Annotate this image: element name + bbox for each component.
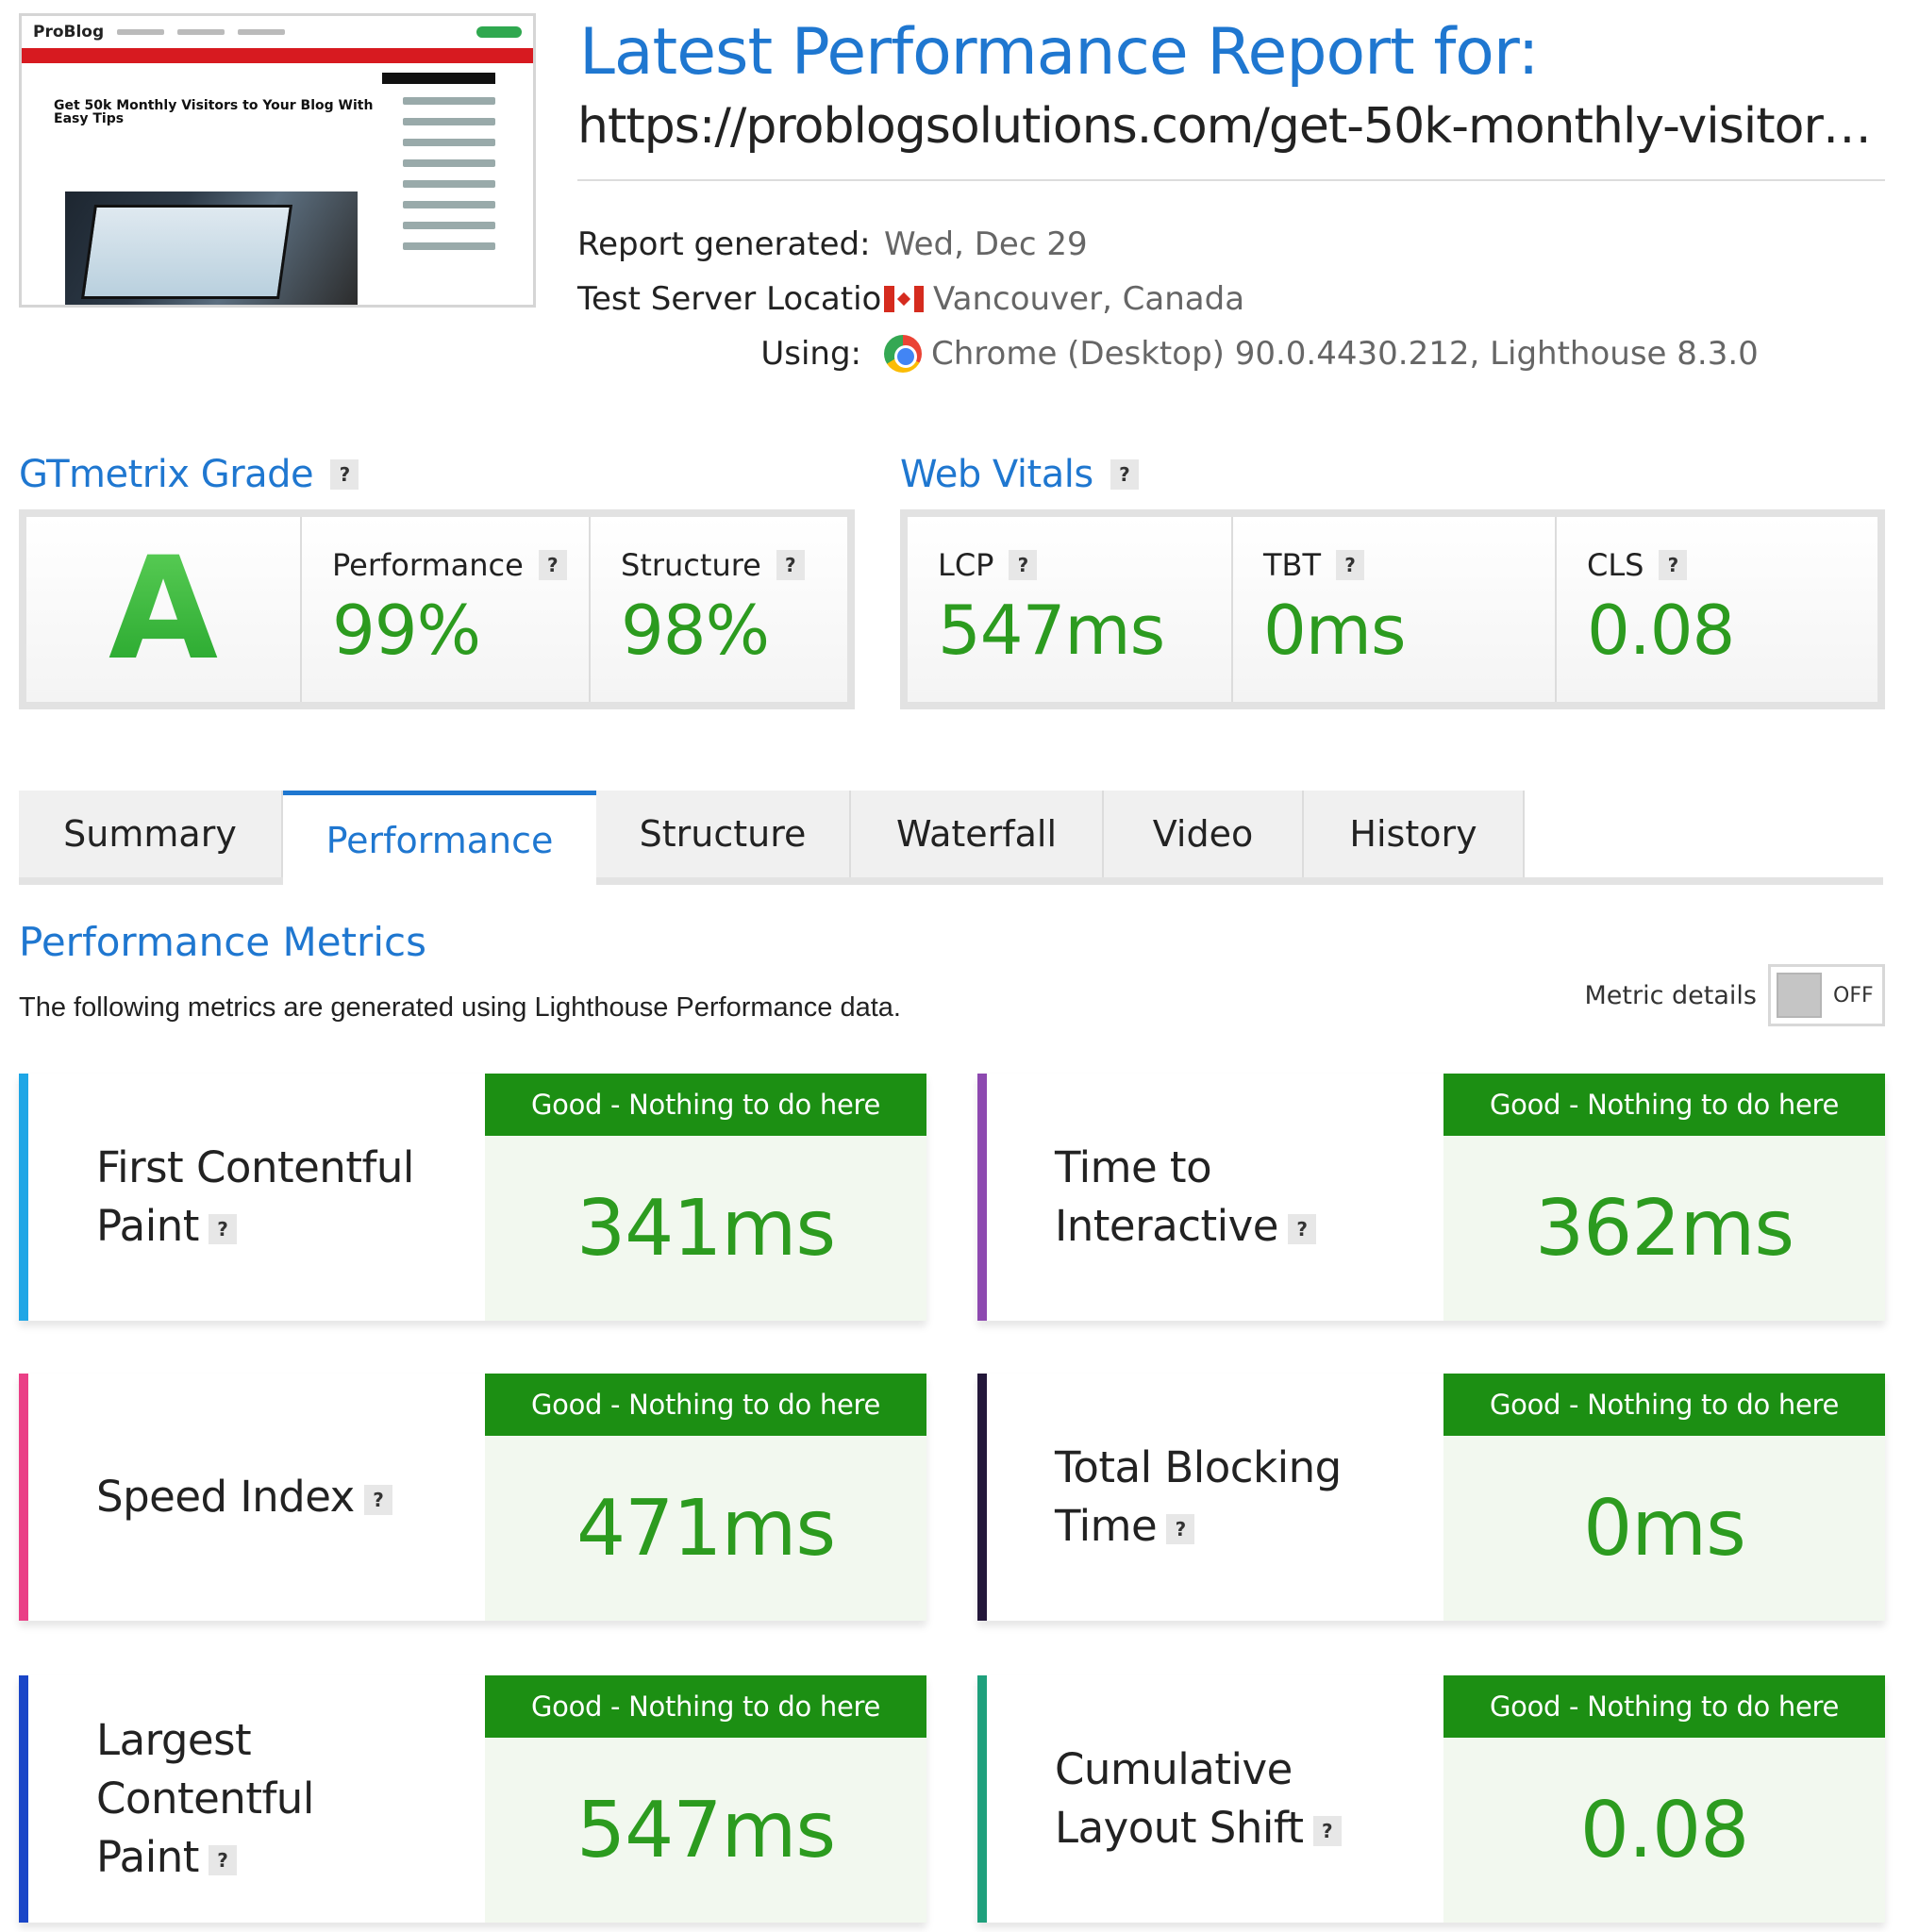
metric-color-stripe: [977, 1675, 987, 1923]
metric-name: First Contentful Paint?: [96, 1142, 414, 1251]
performance-score-value: 99%: [332, 591, 481, 670]
metric-card-cls: Cumulative Layout Shift? Good - Nothing t…: [977, 1675, 1885, 1923]
metric-value: 0.08: [1579, 1785, 1750, 1875]
canada-flag-icon: [884, 286, 924, 312]
chrome-icon: [884, 335, 922, 373]
metric-card-tti: Time to Interactive? Good - Nothing to do…: [977, 1074, 1885, 1321]
report-generated-label: Report generated:: [577, 225, 871, 263]
thumbnail-logo: ProBlog: [33, 23, 105, 42]
help-icon[interactable]: ?: [208, 1845, 237, 1875]
help-icon[interactable]: ?: [1336, 550, 1365, 580]
help-icon[interactable]: ?: [1287, 1214, 1316, 1244]
metric-value: 471ms: [576, 1483, 836, 1574]
cls-label: CLS: [1587, 547, 1644, 583]
metric-value: 0ms: [1583, 1483, 1746, 1574]
metric-value: 341ms: [576, 1183, 836, 1274]
web-vitals-heading: Web Vitals ?: [900, 453, 1139, 496]
help-icon[interactable]: ?: [1009, 550, 1038, 580]
metric-color-stripe: [977, 1074, 987, 1321]
metric-card-tbt: Total Blocking Time? Good - Nothing to do…: [977, 1374, 1885, 1621]
grade-cell: A: [26, 517, 300, 702]
divider: [577, 179, 1885, 181]
status-badge: Good - Nothing to do here: [1443, 1074, 1885, 1136]
performance-score-cell: Performance? 99%: [300, 517, 589, 702]
help-icon[interactable]: ?: [1166, 1514, 1195, 1544]
web-vitals-box: LCP? 547ms TBT? 0ms CLS? 0.08: [900, 509, 1885, 709]
server-location-label: Test Server Location:: [577, 280, 913, 318]
tab-structure[interactable]: Structure: [596, 791, 851, 877]
lcp-value: 547ms: [938, 591, 1165, 670]
page-screenshot-thumbnail[interactable]: ProBlog Get 50k Monthly Visitors to Your…: [19, 13, 536, 308]
gtmetrix-grade-heading: GTmetrix Grade ?: [19, 453, 359, 496]
tab-video[interactable]: Video: [1104, 791, 1304, 877]
tab-summary[interactable]: Summary: [19, 791, 283, 877]
performance-metrics-title: Performance Metrics: [19, 919, 426, 965]
status-badge: Good - Nothing to do here: [485, 1675, 926, 1738]
tab-waterfall[interactable]: Waterfall: [851, 791, 1104, 877]
metric-details-control: Metric details OFF: [1585, 964, 1885, 1026]
metric-card-speed-index: Speed Index? Good - Nothing to do here 4…: [19, 1374, 926, 1621]
tbt-value: 0ms: [1263, 591, 1406, 670]
metric-name: Largest Contentful Paint?: [96, 1715, 314, 1882]
server-location-row: Test Server Location: Vancouver, Canada: [577, 275, 1898, 323]
status-badge: Good - Nothing to do here: [1443, 1675, 1885, 1738]
metric-name: Cumulative Layout Shift?: [1055, 1675, 1432, 1923]
toggle-knob: [1777, 973, 1822, 1018]
tab-history[interactable]: History: [1304, 791, 1525, 877]
thumbnail-nav: [22, 48, 533, 63]
metric-value: 547ms: [576, 1785, 836, 1875]
gtmetrix-grade-box: A Performance? 99% Structure? 98%: [19, 509, 855, 709]
metric-color-stripe: [19, 1074, 28, 1321]
help-icon[interactable]: ?: [1659, 550, 1688, 580]
lcp-label: LCP: [938, 547, 994, 583]
thumbnail-sidebar: [382, 73, 495, 250]
report-generated-row: Report generated: Wed, Dec 29: [577, 221, 1898, 268]
cls-cell: CLS? 0.08: [1555, 517, 1877, 702]
metric-name: Speed Index?: [96, 1374, 474, 1621]
using-label: Using:: [760, 335, 861, 373]
grade-letter: A: [108, 527, 219, 691]
structure-score-value: 98%: [621, 591, 770, 670]
help-icon[interactable]: ?: [330, 459, 359, 490]
using-row: Using: Chrome (Desktop) 90.0.4430.212, L…: [577, 330, 1898, 377]
report-url[interactable]: https://problogsolutions.com/get-50k-mon…: [577, 98, 1889, 155]
report-generated-value: Wed, Dec 29: [884, 225, 1088, 263]
metric-name: Time to Interactive?: [1055, 1074, 1432, 1321]
help-icon[interactable]: ?: [538, 550, 567, 580]
status-badge: Good - Nothing to do here: [485, 1374, 926, 1436]
help-icon[interactable]: ?: [776, 550, 805, 580]
cls-value: 0.08: [1587, 591, 1735, 670]
thumbnail-topbar: ProBlog: [22, 16, 533, 48]
metric-name: Total Blocking Time?: [1055, 1442, 1342, 1551]
tab-performance[interactable]: Performance: [283, 791, 596, 885]
metric-card-fcp: First Contentful Paint? Good - Nothing to…: [19, 1074, 926, 1321]
metric-details-label: Metric details: [1584, 980, 1757, 1010]
report-title: Latest Performance Report for:: [579, 15, 1540, 90]
metric-card-lcp: Largest Contentful Paint? Good - Nothing …: [19, 1675, 926, 1923]
tbt-label: TBT: [1263, 547, 1322, 583]
metric-details-toggle[interactable]: OFF: [1768, 964, 1885, 1026]
using-value: Chrome (Desktop) 90.0.4430.212, Lighthou…: [931, 335, 1759, 373]
laptop-icon: [80, 205, 293, 299]
performance-score-label: Performance: [332, 547, 524, 583]
tbt-cell: TBT? 0ms: [1231, 517, 1555, 702]
metric-value: 362ms: [1534, 1183, 1794, 1274]
toggle-state: OFF: [1833, 983, 1874, 1008]
structure-score-label: Structure: [621, 547, 761, 583]
report-tabs: Summary Performance Structure Waterfall …: [19, 791, 1883, 885]
metric-color-stripe: [19, 1374, 28, 1621]
help-icon[interactable]: ?: [363, 1485, 392, 1515]
thumbnail-headline: Get 50k Monthly Visitors to Your Blog Wi…: [54, 98, 374, 126]
lcp-cell: LCP? 547ms: [908, 517, 1231, 702]
help-icon[interactable]: ?: [208, 1214, 237, 1244]
status-badge: Good - Nothing to do here: [485, 1074, 926, 1136]
structure-score-cell: Structure? 98%: [589, 517, 847, 702]
server-location-value: Vancouver, Canada: [933, 280, 1245, 318]
metric-color-stripe: [977, 1374, 987, 1621]
status-badge: Good - Nothing to do here: [1443, 1374, 1885, 1436]
help-icon[interactable]: ?: [1110, 459, 1139, 490]
metric-color-stripe: [19, 1675, 28, 1923]
help-icon[interactable]: ?: [1312, 1816, 1342, 1846]
performance-metrics-subtitle: The following metrics are generated usin…: [19, 992, 901, 1023]
